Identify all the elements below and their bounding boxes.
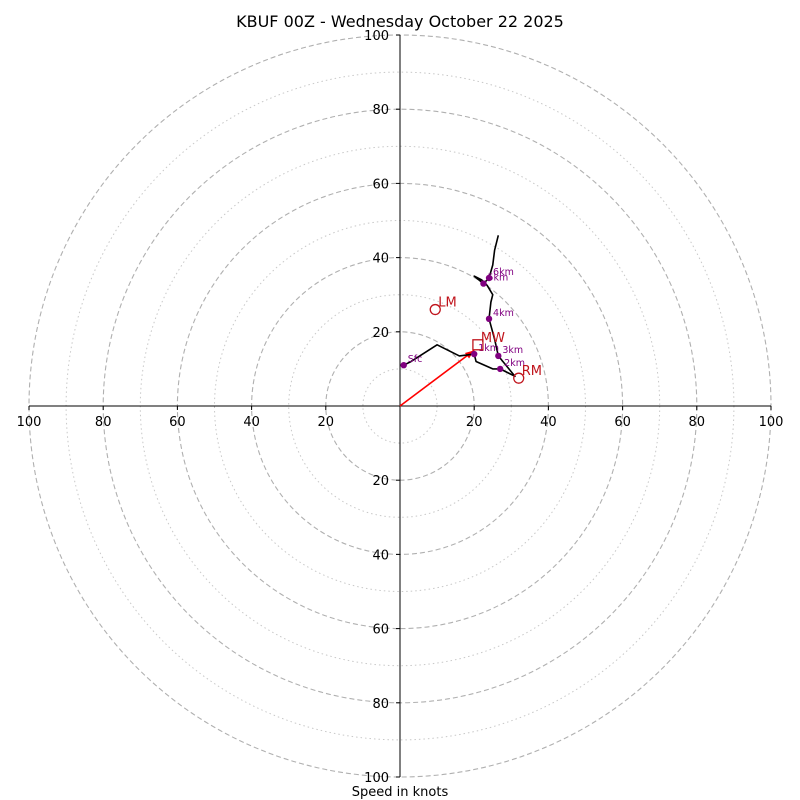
storm-motion-vector bbox=[399, 349, 475, 407]
storm-motion-marker-LM bbox=[429, 303, 441, 316]
axis-ticks: 100 80 60 40 20 20 40 60 80 100 20 40 60 80 100 20 40 60 8… bbox=[17, 29, 784, 786]
tick-label-left: 100 bbox=[17, 415, 42, 430]
tick-label-left: 60 bbox=[169, 415, 186, 430]
height-label-5km: 5km bbox=[487, 273, 508, 284]
tick-label-right: 60 bbox=[614, 415, 631, 430]
height-marker-3km bbox=[495, 352, 502, 360]
hodograph-trace bbox=[403, 235, 516, 378]
tick-label-bottom: 80 bbox=[372, 697, 389, 712]
height-marker-4km bbox=[485, 315, 493, 323]
height-label-3km: 3km bbox=[502, 345, 523, 356]
tick-label-top: 60 bbox=[372, 177, 389, 192]
storm-motion-label-MW: MW bbox=[481, 331, 505, 346]
tick-label-right: 20 bbox=[466, 415, 483, 430]
height-marker-Sfc bbox=[400, 361, 407, 369]
height-label-4km: 4km bbox=[493, 308, 514, 319]
storm-motion-label-RM: RM bbox=[522, 364, 542, 379]
height-label-1km: 1km bbox=[478, 343, 499, 354]
tick-label-top: 80 bbox=[372, 103, 389, 118]
tick-label-top: 20 bbox=[372, 326, 389, 341]
storm-motion-markers: RM LM MW bbox=[429, 296, 542, 384]
height-label-Sfc: Sfc bbox=[408, 354, 423, 365]
tick-label-right: 100 bbox=[759, 415, 784, 430]
height-marker-2km bbox=[496, 365, 504, 373]
tick-label-left: 80 bbox=[95, 415, 112, 430]
storm-motion-marker-MW bbox=[472, 339, 484, 351]
height-marker-5km bbox=[480, 280, 487, 287]
storm-motion-label-LM: LM bbox=[438, 296, 456, 311]
tick-label-bottom: 100 bbox=[364, 771, 389, 786]
x-axis-label: Speed in knots bbox=[352, 785, 449, 800]
height-label-6km: 6km bbox=[493, 267, 514, 278]
tick-label-left: 40 bbox=[243, 415, 260, 430]
height-marker-6km bbox=[485, 274, 493, 282]
tick-label-right: 80 bbox=[689, 415, 706, 430]
chart-title: KBUF 00Z - Wednesday October 22 2025 bbox=[236, 12, 564, 31]
height-label-2km: 2km bbox=[504, 358, 525, 369]
height-marker-1km bbox=[471, 350, 478, 358]
tick-label-bottom: 20 bbox=[372, 474, 389, 489]
tick-label-bottom: 40 bbox=[372, 548, 389, 563]
tick-label-top: 40 bbox=[372, 252, 389, 267]
tick-label-top: 100 bbox=[364, 29, 389, 44]
storm-motion-marker-RM bbox=[513, 372, 525, 384]
tick-label-right: 40 bbox=[540, 415, 557, 430]
tick-label-bottom: 60 bbox=[372, 623, 389, 638]
tick-label-left: 20 bbox=[318, 415, 335, 430]
